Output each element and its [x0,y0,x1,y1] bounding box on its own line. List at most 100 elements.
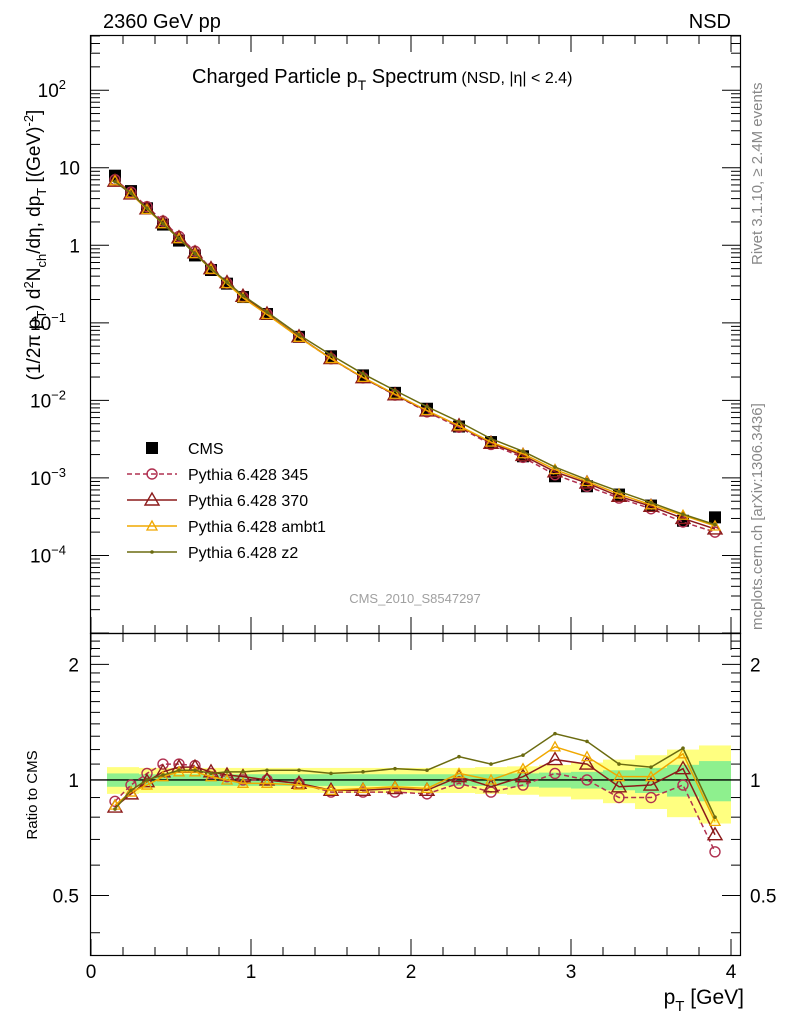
ratio-pythia-6-428-ambt1-point [516,762,530,774]
pythia-6-428-z2-point [241,293,245,298]
pythia-6-428-z2-point [521,449,525,454]
ratio-pythia-6-428-370-point [482,778,500,793]
ratio-pythia-6-428-345-point [517,779,529,791]
pythia-6-428-z2-point [297,333,301,337]
ratio-pythia-6-428-z2-point [489,762,493,766]
pythia-6-428-370-point [122,185,140,200]
legend-marker [145,519,159,531]
pythia-6-428-z2-point [457,419,461,424]
pythia-6-428-ambt1-point [356,371,370,383]
ratio-pythia-6-428-345-point [549,767,561,780]
cms-point [709,511,721,524]
pythia-6-428-z2-point [425,404,429,409]
ratio-y-tick-label: 2 [68,655,79,676]
ratio-y-axis-label: Ratio to CMS [24,750,41,839]
y-tick-label: 10−4 [30,542,66,567]
ratio-plot-series [106,731,724,858]
ratio-pythia-6-428-370-point [610,778,628,793]
ratio-plot-frame [89,632,742,957]
ratio-pythia-6-428-370-point [138,773,156,788]
legend-label: Pythia 6.428 ambt1 [188,519,326,536]
plot-title: Charged Particle pT Spectrum (NSD, |η| < … [192,66,572,93]
pythia-6-428-z2-point [129,191,133,195]
pythia-6-428-370-point [106,172,124,187]
x-tick-label: 2 [406,962,417,983]
ratio-pythia-6-428-345-point [581,774,593,786]
ratio-y-tick-label: 1 [68,771,79,792]
ratio-pythia-6-428-370-point [674,760,692,775]
ratio-pythia-6-428-z2-point [113,807,117,811]
band-inner [699,761,731,802]
ratio-pythia-6-428-ambt1-point [388,780,402,792]
ratio-pythia-6-428-370-point [546,751,564,766]
pythia-6-428-z2-point [265,310,269,314]
pythia-6-428-z2-point [361,372,365,376]
pythia-6-428-370-point [386,386,404,401]
x-tick-label: 1 [246,962,257,983]
pythia-6-428-ambt1-point [484,435,498,447]
ratio-pythia-6-428-z2-line [114,732,716,818]
pythia-6-428-z2-point [145,206,149,211]
ratio-pythia-6-428-z2-point [585,739,589,744]
ratio-pythia-6-428-z2-point [161,773,165,777]
ratio-pythia-6-428-z2-point [393,766,397,771]
ratio-pythia-6-428-345-point [453,777,465,790]
ratio-pythia-6-428-ambt1-point [236,776,250,788]
ratio-pythia-6-428-z2-point [241,770,245,774]
ratio-pythia-6-428-370-point [234,768,252,783]
ratio-pythia-6-428-z2-point [681,746,685,750]
ratio-pythia-6-428-ambt1-point [452,767,466,779]
y-tick-label: 10−1 [30,310,66,335]
ratio-pythia-6-428-z2-point [145,778,149,782]
ratio-pythia-6-428-ambt1-point [580,750,594,762]
pythia-6-428-ambt1-point [388,387,402,399]
pythia-6-428-z2-point [177,236,181,241]
pythia-6-428-ambt1-point [188,247,202,259]
ratio-pythia-6-428-370-line [114,758,716,836]
pythia-6-428-z2-point [393,388,397,393]
main-plot-frame [89,34,742,635]
ratio-pythia-6-428-ambt1-point [140,778,154,790]
ratio-pythia-6-428-z2-point [129,788,133,793]
pythia-6-428-z2-point [161,221,165,226]
ratio-pythia-6-428-ambt1-point [260,776,274,788]
pythia-6-428-ambt1-point [452,419,466,431]
legend-label: CMS [188,441,224,458]
y-tick-label: 10−2 [30,387,66,412]
ratio-pythia-6-428-z2-point [649,765,653,769]
ratio-pythia-6-428-345-point [645,791,657,804]
pythia-6-428-z2-point [329,353,333,357]
ratio-pythia-6-428-z2-point [177,768,181,773]
ratio-pythia-6-428-ambt1-point [484,773,498,785]
analysis-watermark: CMS_2010_S8547297 [349,591,481,606]
x-tick-label: 3 [566,962,577,983]
ratio-pythia-6-428-z2-point [361,770,365,774]
y-tick-label: 102 [38,77,66,102]
pythia-6-428-ambt1-point [612,487,626,499]
pythia-6-428-z2-point [681,512,685,517]
pythia-6-428-z2-point [585,477,589,482]
ratio-pythia-6-428-z2-point [521,753,525,758]
pythia-6-428-z2-point [649,500,653,505]
side-text-rivet: Rivet 3.1.10, ≥ 2.4M events [749,83,766,266]
pythia-6-428-z2-point [113,179,117,184]
pythia-6-428-z2-line [114,181,716,526]
pythia-6-428-ambt1-point [220,277,234,289]
main-plot-series [106,169,724,538]
ratio-pythia-6-428-z2-point [209,771,213,776]
ratio-pythia-6-428-370-point [706,826,724,841]
ratio-pythia-6-428-z2-point [425,768,429,773]
ratio-pythia-6-428-ambt1-point [220,773,234,785]
x-axis-label: pT [GeV] [664,986,744,1015]
ratio-pythia-6-428-370-point [578,755,596,770]
ratio-pythia-6-428-345-point [237,774,249,786]
ratio-y-tick-label: 0.5 [53,887,79,908]
legend-marker [143,491,161,506]
ratio-pythia-6-428-z2-point [553,731,557,736]
pythia-6-428-345-point [709,526,721,538]
side-text-mcplots: mcplots.cern.ch [arXiv:1306.3436] [749,403,766,630]
ratio-pythia-6-428-z2-point [225,770,229,774]
ratio-y-tick-label-right: 2 [750,655,761,676]
legend-marker [150,550,154,554]
header-right: NSD [689,11,731,33]
